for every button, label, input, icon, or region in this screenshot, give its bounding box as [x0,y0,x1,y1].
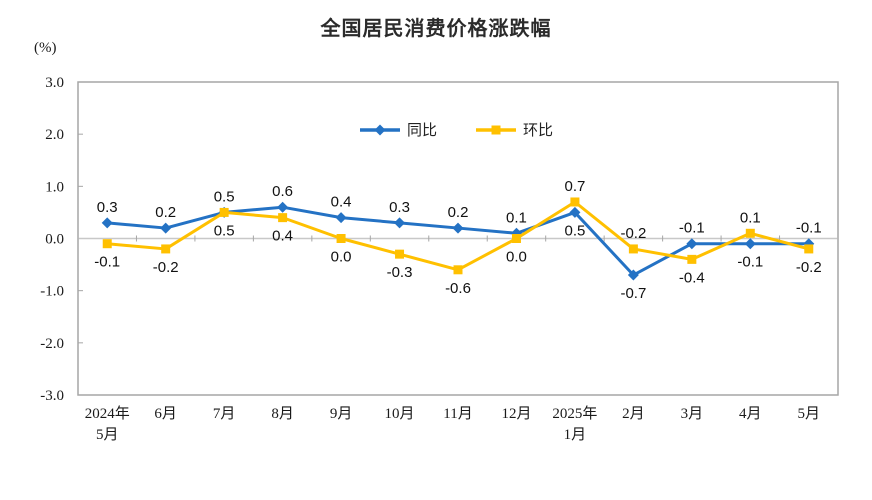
data-label: -0.2 [153,259,179,276]
data-label: 0.5 [214,222,235,239]
y-tick-label: -2.0 [40,336,64,352]
data-point-marker [627,269,639,281]
data-label: -0.1 [679,220,705,237]
x-tick-label: 11月 [443,406,472,422]
data-point-marker [395,249,405,259]
legend-item-yoy: 同比 [360,122,437,139]
data-label: 0.3 [389,199,410,216]
data-label: -0.3 [387,264,413,281]
data-point-marker [336,234,346,243]
series-mom [102,197,814,275]
data-label: -0.1 [737,254,763,271]
data-point-marker [569,206,581,218]
data-label: 0.2 [448,204,469,221]
data-label: -0.1 [796,220,822,237]
x-tick-label: 2月 [622,406,645,422]
x-tick-label: 7月 [213,406,236,422]
x-tick-label: 6月 [154,406,177,422]
data-point-marker [744,238,756,250]
x-tick-label: 5月 [798,406,821,422]
x-tick-label: 8月 [271,406,294,422]
data-label: -0.1 [94,254,120,271]
data-label: -0.2 [796,259,822,276]
data-point-marker [511,234,521,243]
data-label: 0.0 [506,249,527,266]
legend-label: 同比 [407,122,437,139]
data-point-marker [570,197,580,207]
y-tick-label: 2.0 [45,127,64,143]
y-tick-label: 0.0 [45,232,64,248]
x-tick-label: 10月 [385,406,415,422]
legend: 同比 环比 [360,122,553,139]
legend-item-mom: 环比 [476,122,553,139]
data-label: -0.4 [679,269,705,286]
y-tick-label: -3.0 [40,388,64,404]
data-point-marker [278,213,288,223]
data-point-marker [687,254,697,264]
data-point-marker [453,265,463,275]
data-label: 0.6 [272,183,293,200]
data-point-marker [102,239,112,249]
data-label: 0.4 [331,194,352,211]
data-point-marker [277,201,289,213]
x-tick-label: 4月 [739,406,762,422]
data-point-marker [101,217,113,229]
data-point-marker [374,124,386,136]
data-label: 0.4 [272,228,293,245]
data-point-marker [628,244,638,254]
data-label: 0.0 [331,249,352,266]
data-label: 0.2 [155,204,176,221]
y-axis-unit-label: (%) [34,40,57,56]
data-point-marker [686,238,698,250]
data-labels-mom: -0.1 -0.2 0.5 0.4 0.0 -0.3 -0.6 0.0 0.7 -0.2 -0.4 0… [94,178,821,297]
data-point-marker [745,228,755,238]
data-labels-yoy: 0.3 0.2 0.5 0.6 0.4 0.3 0.2 0.1 0.5 -0.7 -0.1 -0.1 -… [97,183,822,302]
data-point-marker [161,244,171,254]
y-axis: 3.0 2.0 1.0 0.0 -1.0 -2.0 -3.0 [40,75,83,404]
data-label: 0.3 [97,199,118,216]
chart-title: 全国居民消费价格涨跌幅 [320,18,552,40]
data-label: 0.5 [564,222,585,239]
x-tick-label: 2025年 1月 [552,405,597,443]
y-tick-label: -1.0 [40,284,64,300]
data-label: -0.6 [445,280,471,297]
data-point-marker [394,217,406,229]
y-tick-label: 3.0 [45,75,64,91]
data-point-marker [804,244,814,254]
data-label: -0.2 [620,225,646,242]
zero-line-axis [77,235,839,242]
data-point-marker [160,222,172,234]
data-label: 0.7 [564,178,585,195]
data-point-marker [219,207,229,217]
x-tick-label: 3月 [681,406,704,422]
x-tick-label: 2024年 5月 [85,405,130,443]
data-label: 0.1 [506,209,527,226]
data-label: 0.1 [740,209,761,226]
data-label: 0.5 [214,188,235,205]
y-tick-label: 1.0 [45,179,64,195]
legend-label: 环比 [523,122,553,139]
x-axis: 2024年 5月 6月 7月 8月 9月 10月 11月 12月 2025年 1月 2月 3月 4月 5月 [85,405,820,443]
x-tick-label: 12月 [501,406,531,422]
x-tick-label: 9月 [330,406,353,422]
data-point-marker [491,125,501,135]
data-point-marker [452,222,464,234]
data-label: -0.7 [620,285,646,302]
data-point-marker [335,212,347,224]
